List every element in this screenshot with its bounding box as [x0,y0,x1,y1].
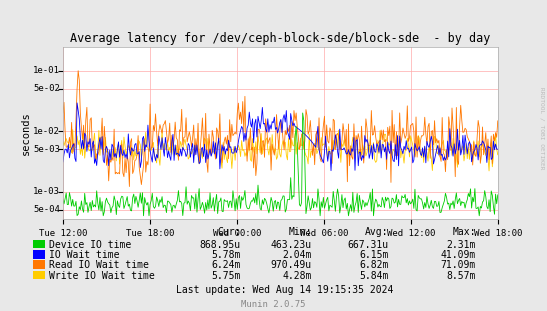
Text: 5.75m: 5.75m [211,271,241,281]
Text: Max:: Max: [452,227,476,237]
Y-axis label: seconds: seconds [21,111,31,155]
Text: 5.78m: 5.78m [211,250,241,260]
Text: Last update: Wed Aug 14 19:15:35 2024: Last update: Wed Aug 14 19:15:35 2024 [176,285,393,295]
Text: 868.95u: 868.95u [200,240,241,250]
Text: Read IO Wait time: Read IO Wait time [49,260,149,270]
Text: 8.57m: 8.57m [446,271,476,281]
Text: 1e-03: 1e-03 [33,187,60,196]
Text: 4.28m: 4.28m [282,271,312,281]
Text: Avg:: Avg: [365,227,388,237]
Text: RRDTOOL / TOBI OETIKER: RRDTOOL / TOBI OETIKER [539,87,544,169]
Text: 667.31u: 667.31u [347,240,388,250]
Text: 5e-02: 5e-02 [33,84,60,93]
Text: 970.49u: 970.49u [271,260,312,270]
Text: 6.24m: 6.24m [211,260,241,270]
Text: 41.09m: 41.09m [441,250,476,260]
Text: 1e-01: 1e-01 [33,66,60,75]
Text: 1e-02: 1e-02 [33,127,60,136]
Text: Write IO Wait time: Write IO Wait time [49,271,155,281]
Title: Average latency for /dev/ceph-block-sde/block-sde  - by day: Average latency for /dev/ceph-block-sde/… [70,32,491,45]
Text: Cur:: Cur: [217,227,241,237]
Text: 463.23u: 463.23u [271,240,312,250]
Text: 2.04m: 2.04m [282,250,312,260]
Text: Munin 2.0.75: Munin 2.0.75 [241,300,306,309]
Text: 5e-04: 5e-04 [33,205,60,214]
Text: 6.15m: 6.15m [359,250,388,260]
Text: 2.31m: 2.31m [446,240,476,250]
Text: IO Wait time: IO Wait time [49,250,120,260]
Text: 6.82m: 6.82m [359,260,388,270]
Text: 71.09m: 71.09m [441,260,476,270]
Text: 5e-03: 5e-03 [33,145,60,154]
Text: Min:: Min: [288,227,312,237]
Text: 5.84m: 5.84m [359,271,388,281]
Text: Device IO time: Device IO time [49,240,131,250]
